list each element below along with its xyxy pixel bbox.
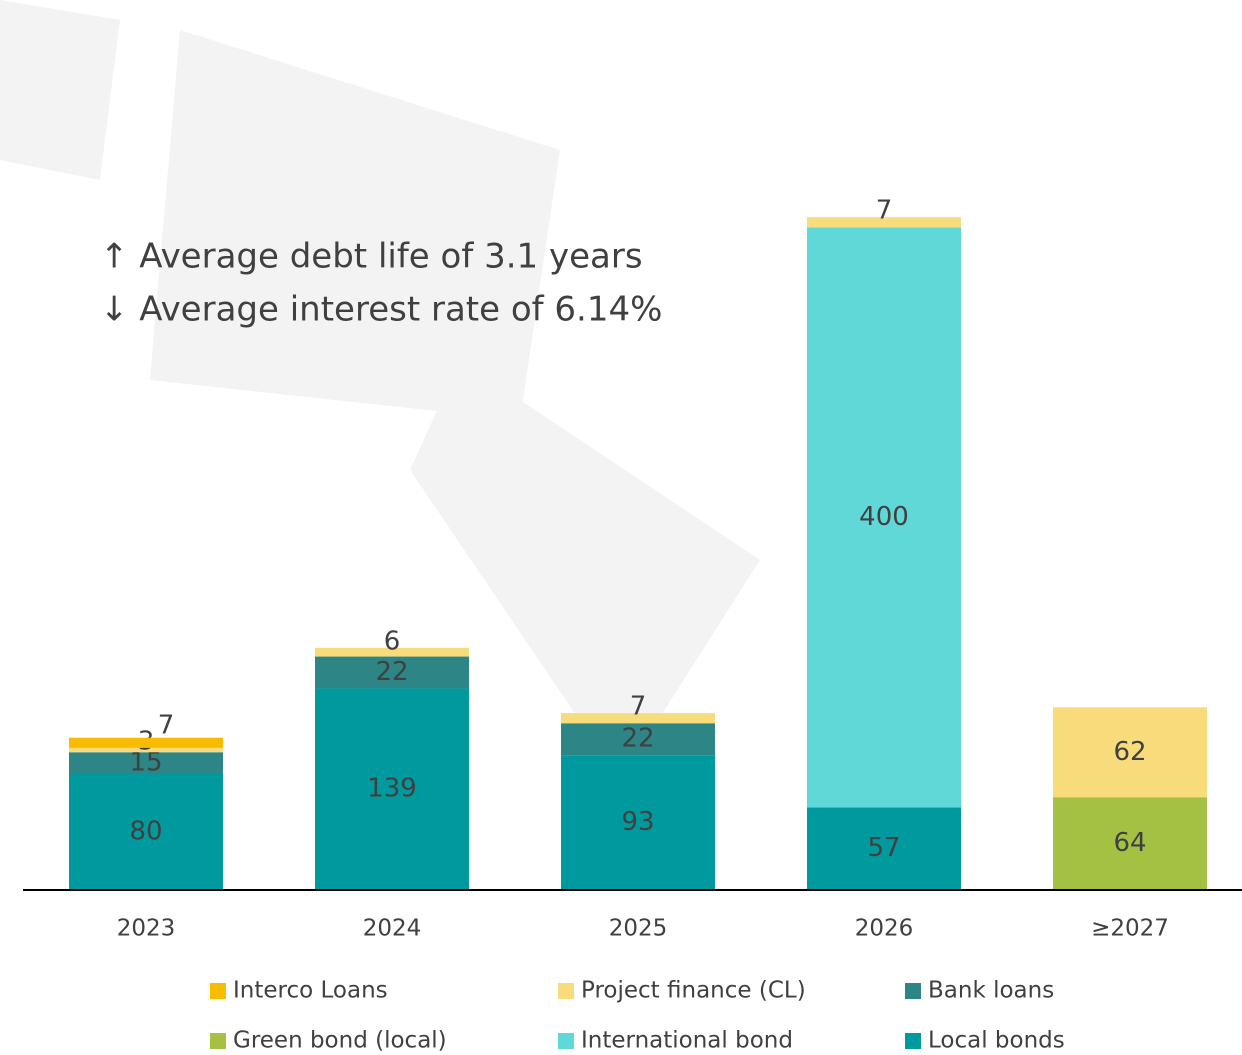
legend-label: Local bonds: [928, 1028, 1065, 1054]
data-label: 7: [158, 710, 175, 740]
bar-segment: [315, 656, 469, 689]
legend-label: Green bond (local): [233, 1028, 447, 1054]
legend-swatch: [210, 1033, 226, 1049]
bar-segment: [561, 755, 715, 890]
legend-swatch: [905, 1033, 921, 1049]
bar-segment: [315, 647, 469, 657]
data-label: 15: [129, 748, 162, 778]
data-label: 93: [621, 807, 654, 837]
data-label: 22: [621, 724, 654, 754]
data-label: 57: [867, 833, 900, 863]
data-label: 7: [630, 692, 647, 722]
background-shapes: [0, 0, 760, 780]
x-tick-label: 2026: [855, 916, 914, 942]
legend-swatch: [558, 1033, 574, 1049]
annotation: ↑ Average debt life of 3.1 years: [100, 237, 643, 277]
x-tick-label: 2025: [609, 916, 668, 942]
bar-segment: [807, 227, 961, 808]
data-label: 7: [876, 196, 893, 226]
legend-swatch: [905, 983, 921, 999]
data-label: 62: [1113, 737, 1146, 767]
bar-segment: [69, 752, 223, 774]
bar-segment: [807, 217, 961, 228]
bar-segment: [807, 807, 961, 890]
annotation: ↓ Average interest rate of 6.14%: [100, 290, 662, 330]
x-tick-label: ≥2027: [1091, 916, 1169, 942]
legend-label: International bond: [581, 1028, 793, 1054]
data-label: 400: [859, 502, 909, 532]
data-label: 64: [1113, 828, 1146, 858]
data-label: 139: [367, 774, 417, 804]
bar-segment: [561, 723, 715, 756]
data-label: 6: [384, 626, 401, 656]
legend-label: Project finance (CL): [581, 978, 806, 1004]
legend-label: Bank loans: [928, 978, 1054, 1004]
bar-segment: [69, 747, 223, 753]
x-tick-label: 2023: [117, 916, 176, 942]
bar-segment: [561, 713, 715, 724]
legend-swatch: [558, 983, 574, 999]
bar-segment: [69, 774, 223, 890]
bar-segment: [1053, 707, 1207, 798]
data-label: 22: [375, 657, 408, 687]
bar-segment: [315, 688, 469, 890]
legend-label: Interco Loans: [233, 978, 388, 1004]
x-tick-label: 2024: [363, 916, 422, 942]
data-label: 80: [129, 817, 162, 847]
bar-segment: [69, 737, 223, 748]
legend-swatch: [210, 983, 226, 999]
bar-segment: [1053, 797, 1207, 890]
